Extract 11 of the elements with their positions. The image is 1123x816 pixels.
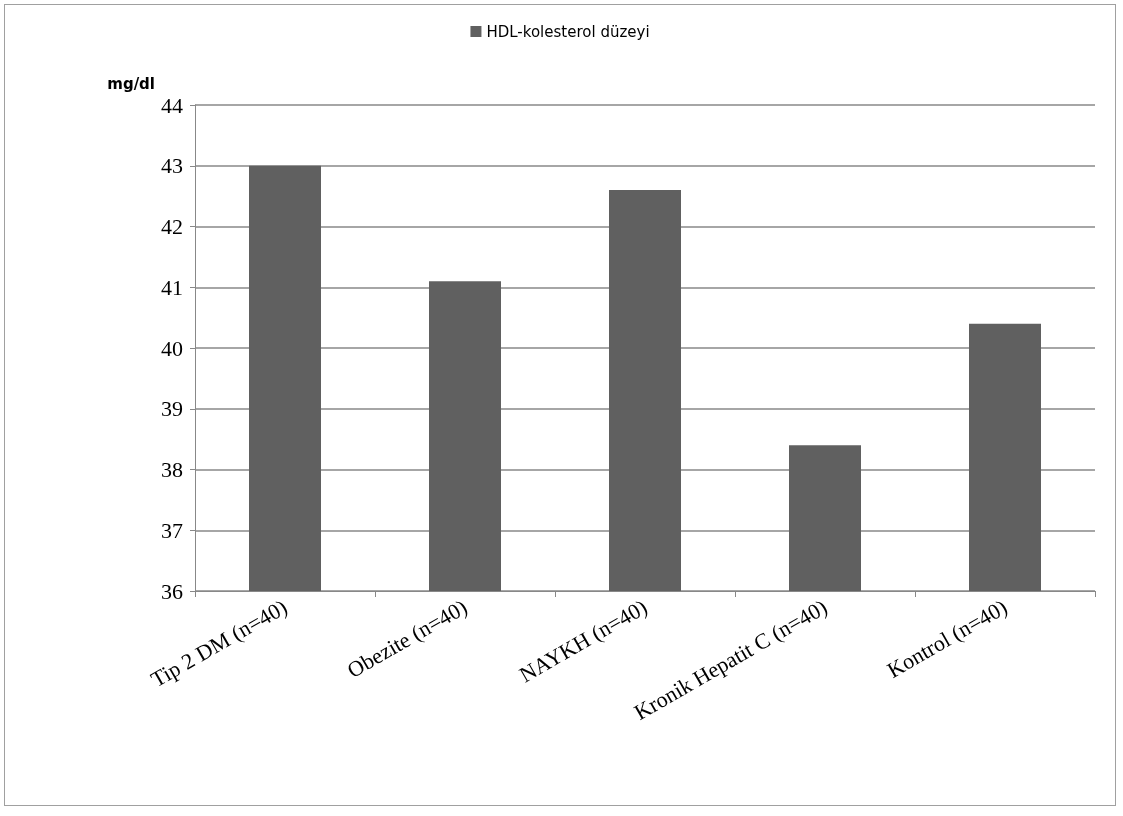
y-tick-label: 42 — [161, 214, 183, 239]
legend-label: HDL-kolesterol düzeyi — [486, 22, 650, 41]
y-tick-label: 43 — [161, 153, 183, 179]
y-tick-label: 39 — [161, 396, 183, 422]
y-tick-label: 41 — [161, 274, 183, 300]
y-tick-label: 37 — [161, 517, 183, 543]
y-tick-label: 44 — [161, 92, 183, 118]
y-tick-label: 36 — [161, 578, 183, 604]
y-axis-title: mg/dl — [107, 74, 155, 93]
y-tick-label: 40 — [161, 335, 183, 361]
y-tick-label: 38 — [161, 457, 183, 482]
